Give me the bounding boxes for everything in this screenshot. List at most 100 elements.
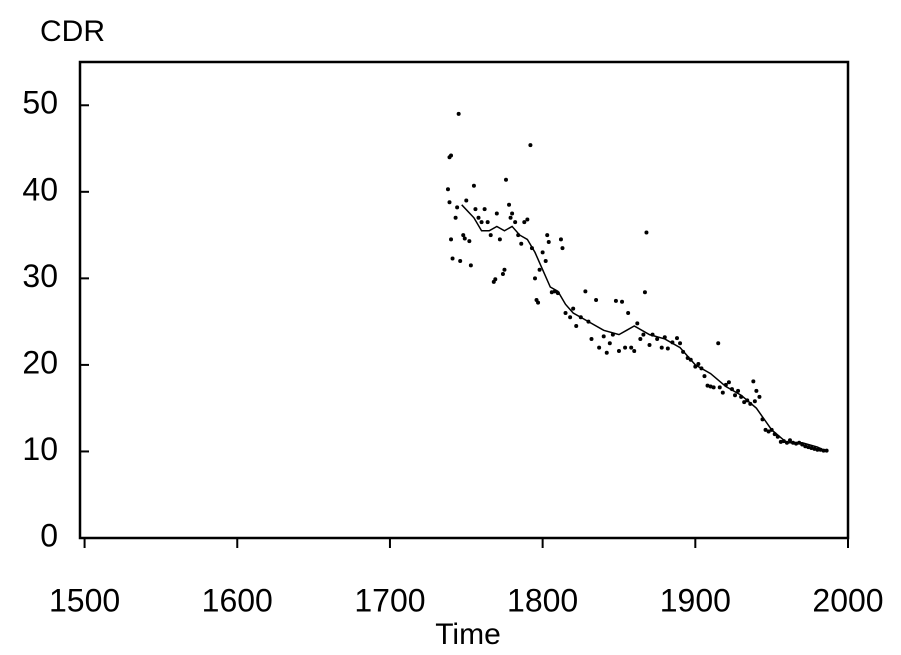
data-point: [809, 445, 814, 450]
data-point: [540, 250, 545, 255]
data-point: [733, 393, 738, 398]
data-point: [464, 198, 469, 203]
data-point: [815, 447, 820, 452]
data-point: [659, 345, 664, 350]
y-tick-label: 40: [22, 171, 58, 207]
data-point: [510, 211, 515, 216]
data-point: [536, 300, 541, 305]
data-point: [445, 187, 450, 192]
data-point: [468, 263, 473, 268]
data-point: [449, 153, 454, 158]
data-point: [708, 384, 713, 389]
data-point: [632, 349, 637, 354]
data-point: [644, 230, 649, 235]
data-point: [525, 217, 530, 222]
data-point: [726, 380, 731, 385]
data-point: [571, 306, 576, 311]
data-point: [597, 345, 602, 350]
data-point: [705, 383, 710, 388]
data-point: [711, 385, 716, 390]
data-point: [754, 388, 759, 393]
data-point: [461, 233, 466, 238]
data-point: [456, 111, 461, 116]
data-point: [508, 215, 513, 220]
data-point: [778, 439, 783, 444]
data-point: [601, 334, 606, 339]
data-point: [528, 143, 533, 148]
data-point: [641, 332, 646, 337]
data-point: [766, 429, 771, 434]
data-point: [549, 290, 554, 295]
data-point: [476, 215, 481, 220]
x-axis-title: Time: [435, 618, 501, 651]
data-point: [497, 237, 502, 242]
plot-frame: [78, 60, 850, 540]
y-axis-title: CDR: [40, 15, 105, 48]
data-point: [638, 336, 643, 341]
data-point: [752, 399, 757, 404]
data-point: [742, 400, 747, 405]
data-point: [806, 445, 811, 450]
data-point: [607, 341, 612, 346]
data-point: [642, 290, 647, 295]
data-point: [449, 237, 454, 242]
data-point: [558, 237, 563, 242]
data-point: [545, 233, 550, 238]
data-point: [757, 394, 762, 399]
data-point: [589, 336, 594, 341]
data-point: [482, 207, 487, 212]
data-point: [678, 341, 683, 346]
data-point: [502, 267, 507, 272]
data-point: [485, 220, 490, 225]
data-point: [467, 239, 472, 244]
data-point: [537, 267, 542, 272]
data-point: [568, 315, 573, 320]
data-point: [629, 345, 634, 350]
trend-line: [461, 204, 827, 453]
data-point: [751, 379, 756, 384]
x-tick-label: 1600: [202, 582, 273, 618]
x-tick-label: 1800: [507, 582, 578, 618]
data-point: [522, 220, 527, 225]
data-point: [717, 385, 722, 390]
data-point: [447, 200, 452, 205]
data-point: [716, 341, 721, 346]
data-point: [702, 374, 707, 379]
data-point: [462, 236, 467, 241]
data-point: [674, 336, 679, 341]
data-point: [455, 205, 460, 210]
data-point: [696, 362, 701, 367]
x-tick-label: 2000: [812, 582, 883, 618]
data-point: [500, 272, 505, 277]
y-tick-label: 30: [22, 258, 58, 294]
y-tick-label: 50: [22, 85, 58, 121]
data-point: [665, 346, 670, 351]
data-point: [453, 215, 458, 220]
data-point: [647, 343, 652, 348]
data-point: [594, 298, 599, 302]
data-point: [458, 259, 463, 264]
data-point: [546, 240, 551, 245]
data-point: [720, 390, 725, 395]
data-point: [563, 310, 568, 315]
data-point: [620, 299, 625, 304]
y-tick-label: 20: [22, 344, 58, 380]
data-point: [623, 345, 628, 350]
data-point: [763, 427, 768, 432]
data-point: [604, 350, 609, 355]
data-point: [736, 388, 741, 393]
data-point: [503, 177, 508, 182]
y-tick-label: 10: [22, 431, 58, 467]
x-tick-label: 1900: [660, 582, 731, 618]
data-point: [543, 259, 548, 264]
data-point: [507, 202, 512, 207]
x-tick-label: 1500: [49, 582, 120, 618]
data-point: [479, 220, 484, 225]
data-point: [613, 298, 618, 303]
data-point: [532, 276, 537, 281]
data-point: [616, 349, 621, 354]
data-point: [787, 438, 792, 443]
data-point: [635, 321, 640, 326]
data-point: [519, 241, 524, 246]
